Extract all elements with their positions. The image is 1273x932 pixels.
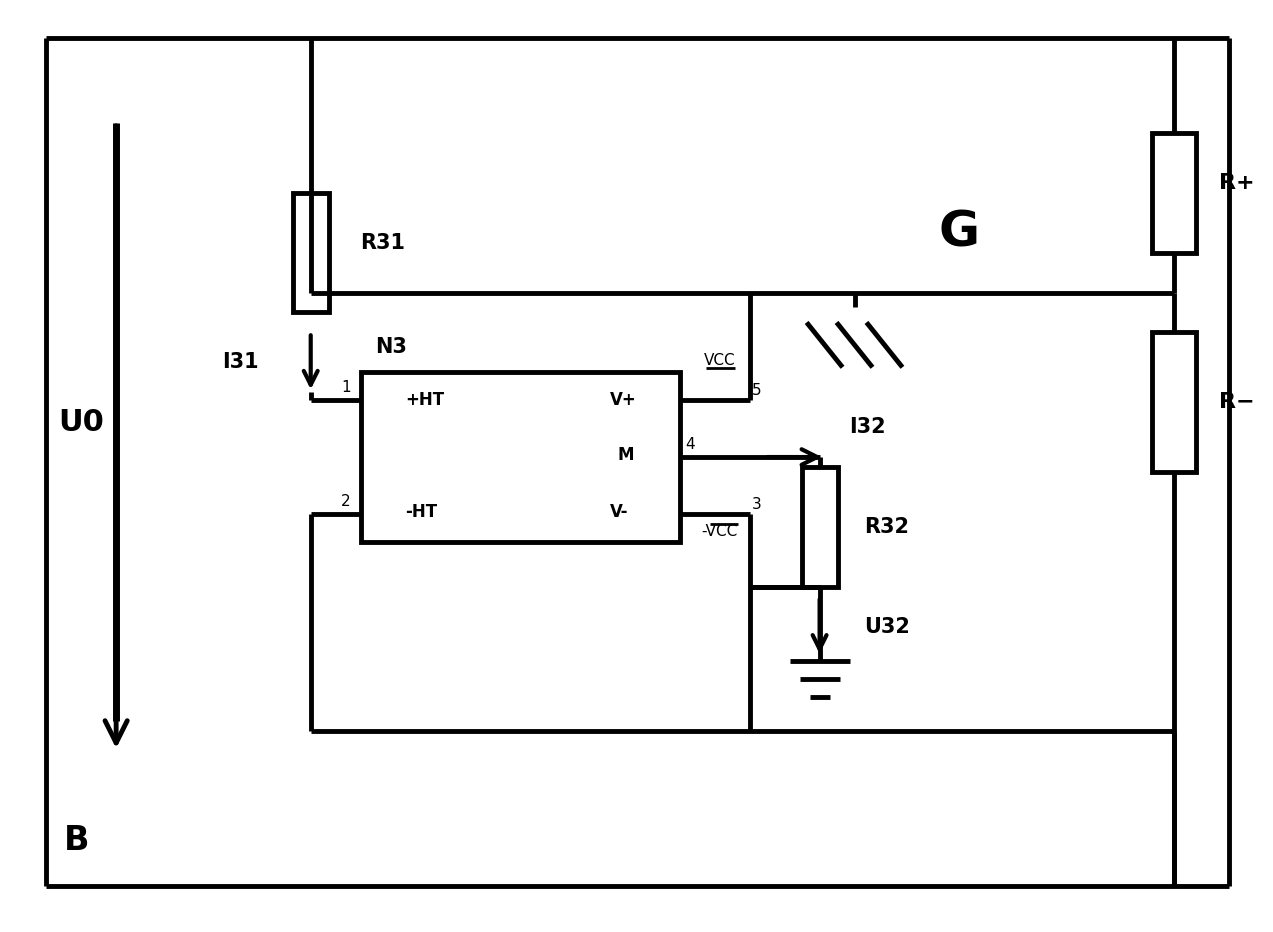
Bar — [360, 372, 680, 541]
Bar — [293, 193, 328, 312]
Bar — [1152, 333, 1195, 472]
Text: G: G — [938, 209, 980, 256]
Bar — [802, 467, 838, 586]
Text: R32: R32 — [864, 517, 909, 537]
Bar — [1152, 133, 1195, 253]
Text: U0: U0 — [59, 407, 104, 436]
Text: R31: R31 — [360, 233, 406, 253]
Text: -VCC: -VCC — [701, 524, 738, 539]
Text: M: M — [617, 446, 634, 464]
Text: 2: 2 — [341, 494, 350, 509]
Text: 1: 1 — [341, 380, 350, 395]
Text: -HT: -HT — [406, 503, 438, 521]
Text: VCC: VCC — [704, 353, 736, 368]
Text: I31: I31 — [223, 352, 258, 372]
Text: V+: V+ — [610, 391, 636, 409]
Text: 3: 3 — [752, 497, 761, 512]
Text: 5: 5 — [752, 383, 761, 398]
Text: R−: R− — [1218, 392, 1254, 412]
Text: +HT: +HT — [406, 391, 444, 409]
Text: R+: R+ — [1218, 172, 1254, 193]
Text: N3: N3 — [376, 337, 407, 357]
Text: I32: I32 — [849, 418, 886, 437]
Text: V-: V- — [610, 503, 629, 521]
Text: U32: U32 — [864, 617, 910, 637]
Text: 4: 4 — [685, 437, 695, 452]
Text: B: B — [64, 825, 89, 857]
